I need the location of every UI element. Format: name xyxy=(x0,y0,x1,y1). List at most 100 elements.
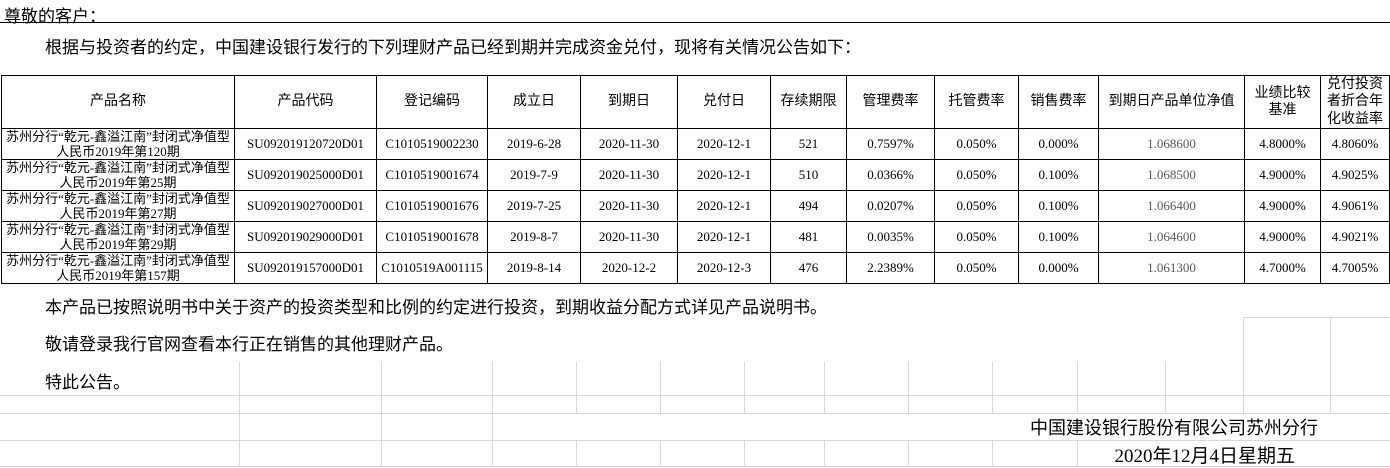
table-cell: 4.9000% xyxy=(1244,159,1321,191)
table-cell: 苏州分行“乾元-鑫溢江南”封闭式净值型人民币2019年第157期 xyxy=(1,252,235,284)
excel-gridline xyxy=(744,362,745,413)
column-header: 到期日 xyxy=(580,75,678,129)
table-cell: 2.2389% xyxy=(846,252,935,284)
excel-gridline xyxy=(1165,362,1166,413)
note-website: 敬请登录我行官网查看本行正在销售的其他理财产品。 xyxy=(45,335,453,354)
table-cell: 1.064600 xyxy=(1098,221,1245,253)
table-cell: 1.068600 xyxy=(1098,128,1245,160)
table-cell: 0.050% xyxy=(934,221,1019,253)
table-cell: 0.100% xyxy=(1018,221,1099,253)
table-cell: 2019-7-25 xyxy=(487,190,581,222)
table-cell: 481 xyxy=(770,221,847,253)
table-cell: 494 xyxy=(770,190,847,222)
excel-gridline xyxy=(576,362,577,413)
column-header: 成立日 xyxy=(487,75,581,129)
table-cell: 1.066400 xyxy=(1098,190,1245,222)
table-row: 苏州分行“乾元-鑫溢江南”封闭式净值型人民币2019年第157期 SU092019… xyxy=(1,252,1390,284)
table-row: 苏州分行“乾元-鑫溢江南”封闭式净值型人民币2019年第29期 SU0920190… xyxy=(1,221,1390,253)
table-cell: 2020-12-1 xyxy=(677,190,771,222)
table-cell: 0.100% xyxy=(1018,159,1099,191)
excel-gridline xyxy=(1330,317,1331,362)
excel-gridline xyxy=(1243,362,1244,413)
excel-gridline xyxy=(908,362,909,413)
table-cell: 0.0366% xyxy=(846,159,935,191)
table-cell: C1010519001674 xyxy=(376,159,488,191)
table-cell: 4.8060% xyxy=(1320,128,1390,160)
table-cell: 2019-8-14 xyxy=(487,252,581,284)
table-cell: 0.100% xyxy=(1018,190,1099,222)
table-cell: 2020-12-1 xyxy=(677,159,771,191)
table-cell: 2020-12-3 xyxy=(677,252,771,284)
column-header: 销售费率 xyxy=(1018,75,1099,129)
table-cell: 4.9000% xyxy=(1244,190,1321,222)
excel-gridline xyxy=(576,440,577,466)
excel-gridline xyxy=(824,440,825,466)
column-header: 管理费率 xyxy=(846,75,935,129)
excel-gridline xyxy=(0,413,1390,414)
table-cell: 2020-11-30 xyxy=(580,159,678,191)
column-header: 产品名称 xyxy=(1,75,235,129)
column-header: 兑付投资者折合年化收益率 xyxy=(1320,75,1390,129)
excel-gridline xyxy=(824,362,825,413)
table-row: 苏州分行“乾元-鑫溢江南”封闭式净值型人民币2019年第120期 SU092019… xyxy=(1,128,1390,160)
excel-gridline xyxy=(744,440,745,466)
table-cell: 0.050% xyxy=(934,252,1019,284)
table-cell: 2019-6-28 xyxy=(487,128,581,160)
table-cell: 0.050% xyxy=(934,128,1019,160)
column-header: 到期日产品单位净值 xyxy=(1098,75,1245,129)
note-investment: 本产品已按照说明书中关于资产的投资类型和比例的约定进行投资，到期收益分配方式详见… xyxy=(45,298,827,317)
column-header: 托管费率 xyxy=(934,75,1019,129)
intro-paragraph: 根据与投资者的约定，中国建设银行发行的下列理财产品已经到期并完成资金兑付，现将有… xyxy=(45,38,861,57)
excel-gridline xyxy=(381,413,382,466)
table-cell: 4.7005% xyxy=(1320,252,1390,284)
excel-gridline xyxy=(1243,317,1244,362)
announcement-date: 2020年12月4日星期五 xyxy=(1114,446,1295,467)
excel-gridline xyxy=(239,413,240,466)
table-cell: 2020-12-1 xyxy=(677,128,771,160)
excel-gridline xyxy=(492,413,493,466)
table-cell: SU092019025000D01 xyxy=(234,159,377,191)
table-cell: C1010519001678 xyxy=(376,221,488,253)
table-cell: C1010519001676 xyxy=(376,190,488,222)
table-cell: 0.7597% xyxy=(846,128,935,160)
excel-gridline xyxy=(1243,317,1390,318)
table-cell: 1.068500 xyxy=(1098,159,1245,191)
excel-gridline xyxy=(381,362,382,413)
column-header: 产品代码 xyxy=(234,75,377,129)
excel-gridline xyxy=(992,440,993,466)
table-cell: 2020-11-30 xyxy=(580,190,678,222)
table-cell: 0.050% xyxy=(934,190,1019,222)
table-cell: SU092019029000D01 xyxy=(234,221,377,253)
excel-gridline xyxy=(1077,440,1078,466)
salutation: 尊敬的客户： xyxy=(4,7,106,26)
table-cell: SU092019157000D01 xyxy=(234,252,377,284)
column-header: 存续期限 xyxy=(770,75,847,129)
table-cell: 4.9021% xyxy=(1320,221,1390,253)
note-closing: 特此公告。 xyxy=(45,373,130,392)
issuer-signature: 中国建设银行股份有限公司苏州分行 xyxy=(1030,418,1318,438)
excel-gridline xyxy=(1330,362,1331,413)
table-cell: 4.9061% xyxy=(1320,190,1390,222)
table-cell: 苏州分行“乾元-鑫溢江南”封闭式净值型人民币2019年第120期 xyxy=(1,128,235,160)
excel-gridline xyxy=(660,440,661,466)
table-cell: 苏州分行“乾元-鑫溢江南”封闭式净值型人民币2019年第27期 xyxy=(1,190,235,222)
table-row: 苏州分行“乾元-鑫溢江南”封闭式净值型人民币2019年第27期 SU0920190… xyxy=(1,190,1390,222)
table-cell: 2019-8-7 xyxy=(487,221,581,253)
table-cell: 4.9000% xyxy=(1244,221,1321,253)
excel-gridline xyxy=(492,362,493,413)
table-cell: SU092019027000D01 xyxy=(234,190,377,222)
table-cell: SU092019120720D01 xyxy=(234,128,377,160)
excel-gridline xyxy=(660,362,661,413)
table-cell: 0.000% xyxy=(1018,128,1099,160)
table-cell: 4.8000% xyxy=(1244,128,1321,160)
table-cell: 510 xyxy=(770,159,847,191)
table-cell: 521 xyxy=(770,128,847,160)
column-header: 登记编码 xyxy=(376,75,488,129)
table-cell: 2020-12-1 xyxy=(677,221,771,253)
table-header-row: 产品名称 产品代码 登记编码 成立日 到期日 兑付日 存续期限 管理费率 托管费率 销售费率 到期日… xyxy=(1,75,1390,129)
excel-gridline xyxy=(1077,362,1078,413)
products-table: 产品名称 产品代码 登记编码 成立日 到期日 兑付日 存续期限 管理费率 托管费率 销售费率 到期日… xyxy=(1,75,1390,284)
excel-gridline xyxy=(908,440,909,466)
table-cell: 2020-11-30 xyxy=(580,128,678,160)
